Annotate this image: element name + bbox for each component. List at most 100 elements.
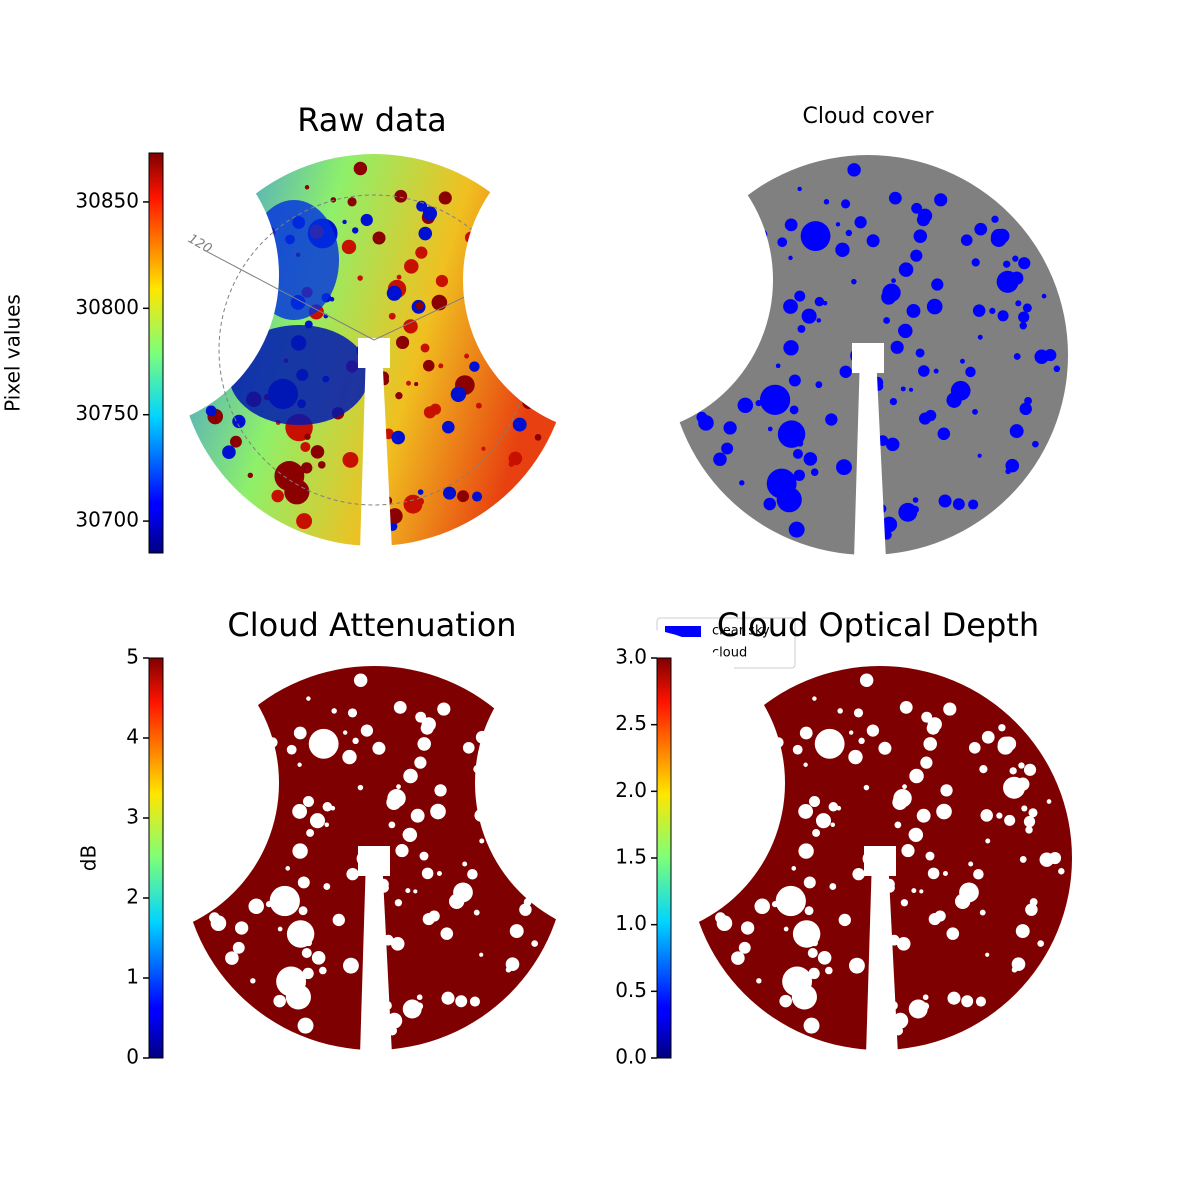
colorbar-tick-label: 3.0: [615, 645, 647, 669]
sky-blob: [1011, 957, 1026, 972]
sky-blob: [779, 994, 792, 1008]
sky-blob: [990, 231, 1007, 248]
sky-blob: [947, 991, 961, 1005]
colorbar-tick-label: 0: [126, 1045, 139, 1069]
sky-blob: [853, 708, 864, 718]
sky-blob: [404, 259, 419, 274]
sky-blob: [803, 1017, 820, 1034]
sky-blob: [1005, 458, 1020, 473]
sky-blob: [1025, 903, 1038, 916]
sky-blob: [250, 978, 256, 984]
sky-blob: [933, 368, 939, 374]
sky-blob: [1053, 365, 1061, 373]
sky-blob: [973, 868, 984, 880]
sky-blob: [475, 402, 482, 409]
sky-blob: [715, 912, 726, 924]
sky-blob: [479, 952, 484, 957]
sky-blob: [940, 784, 953, 797]
sky-blob: [415, 302, 424, 310]
sky-blob: [1019, 402, 1032, 416]
sky-blob: [421, 717, 436, 732]
sky-blob: [845, 229, 853, 237]
sky-blob: [269, 885, 300, 917]
sky-blob: [931, 278, 944, 291]
colorbar-tick-label: 0.0: [615, 1045, 647, 1069]
sky-blob: [925, 409, 937, 422]
sky-blob: [938, 494, 952, 508]
sky-blob: [902, 784, 907, 790]
sky-blob: [300, 462, 313, 474]
sky-blob: [965, 366, 976, 378]
sky-blob: [464, 353, 470, 359]
sky-blob: [417, 489, 424, 495]
sky-blob: [909, 768, 924, 784]
sky-blob: [357, 275, 363, 281]
sky-blob: [234, 921, 249, 935]
sky-blob: [885, 437, 900, 452]
sky-blob: [297, 1017, 314, 1034]
sky-blob: [304, 433, 311, 440]
sky-blob: [955, 893, 971, 910]
sky-blob: [416, 200, 428, 212]
sky-blob: [783, 926, 789, 932]
cutout: [358, 338, 390, 368]
colorbar-tick-label: 30800: [75, 295, 139, 319]
sky-blob: [1012, 255, 1019, 262]
sky-blob: [841, 199, 851, 209]
legend-label: clear sky: [712, 624, 770, 639]
colorbar-tick-label: 30700: [75, 508, 139, 532]
sky-blob: [997, 738, 1014, 755]
sky-blob: [342, 451, 359, 468]
sky-blob: [311, 951, 326, 965]
sky-blob: [1041, 293, 1047, 299]
panel: Cloud Optical Depth 0.0 0.5 1.0 1.5 2.0 2.5 3.0: [475, 606, 1072, 1069]
colorbar-label: Pixel values: [1, 294, 25, 412]
sky-blob: [403, 319, 416, 333]
sky-blob: [306, 829, 315, 837]
sky-blob: [286, 744, 297, 755]
sky-blob: [273, 994, 286, 1008]
sky-blob: [1015, 924, 1030, 939]
sky-blob: [848, 730, 854, 735]
sky-blob: [330, 805, 336, 811]
sky-blob: [771, 901, 779, 908]
sky-blob: [803, 876, 816, 889]
sky-blob: [972, 408, 978, 415]
cutout: [854, 355, 886, 560]
sky-blob: [1004, 814, 1016, 826]
sky-blob: [723, 421, 737, 435]
sky-blob: [928, 304, 935, 311]
sky-blob: [302, 967, 314, 980]
sky-blob: [803, 762, 808, 767]
sky-blob: [1024, 396, 1032, 405]
sky-blob: [822, 300, 828, 306]
sky-blob: [292, 843, 308, 859]
sky-blob: [360, 724, 374, 737]
sky-blob: [395, 392, 403, 400]
colorbar-tick-label: 1.0: [615, 911, 647, 935]
sky-blob: [1019, 322, 1027, 330]
sky-blob: [414, 382, 419, 387]
sky-blob: [509, 924, 524, 939]
sky-blob: [229, 435, 242, 448]
sky-blob: [810, 468, 819, 476]
sky-blob: [309, 813, 326, 829]
colorbar-label: dB: [77, 845, 101, 871]
sky-blob: [816, 318, 822, 323]
sky-blob: [848, 749, 863, 765]
sky-blob: [296, 513, 313, 530]
sky-blob: [811, 939, 818, 947]
sky-blob: [419, 851, 429, 861]
sky-blob: [943, 702, 957, 716]
cutout: [463, 125, 773, 435]
sky-blob: [271, 489, 284, 503]
sky-blob: [937, 809, 945, 816]
sky-blob: [1009, 424, 1024, 439]
sky-blob: [789, 405, 799, 415]
sky-blob: [436, 871, 442, 876]
sky-blob: [911, 888, 917, 894]
sky-blob: [449, 893, 465, 910]
sky-blob: [815, 381, 823, 389]
